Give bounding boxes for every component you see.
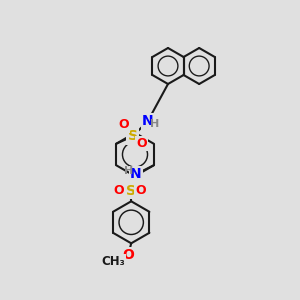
Text: O: O: [122, 248, 134, 262]
Text: N: N: [130, 167, 142, 181]
Text: O: O: [113, 184, 124, 197]
Text: O: O: [135, 184, 146, 197]
Text: O: O: [136, 137, 147, 150]
Text: O: O: [118, 118, 129, 131]
Text: S: S: [128, 129, 138, 143]
Text: H: H: [124, 166, 133, 176]
Text: H: H: [150, 118, 159, 129]
Text: CH₃: CH₃: [101, 255, 125, 268]
Text: S: S: [126, 184, 136, 198]
Text: N: N: [142, 114, 154, 128]
